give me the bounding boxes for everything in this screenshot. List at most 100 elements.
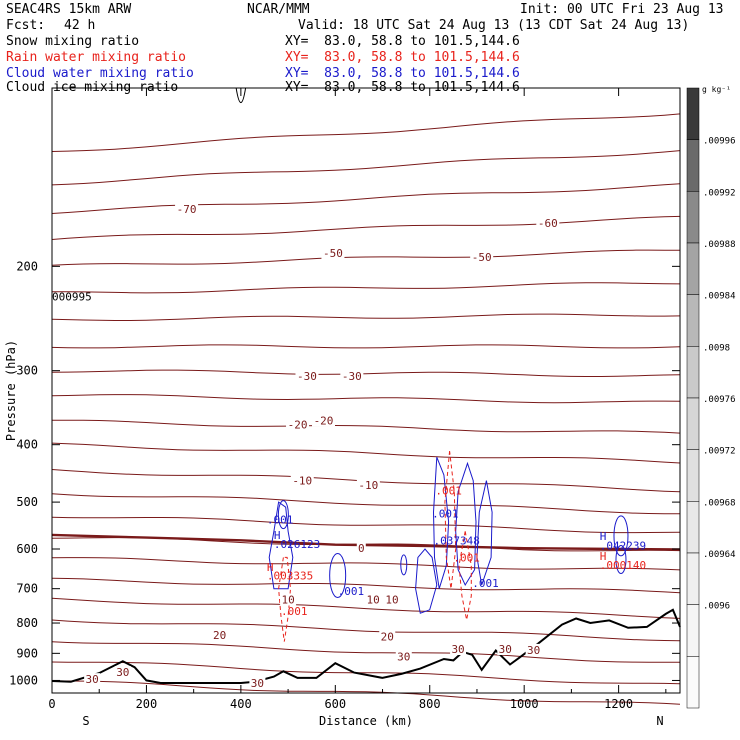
- isotherm-label-bg: [383, 593, 400, 606]
- isotherm-line: [51, 641, 680, 663]
- valid-time: Valid: 18 UTC Sat 24 Aug 13 (13 CDT Sat …: [298, 18, 690, 33]
- isotherm-line: [51, 344, 681, 349]
- isotherm-label: -20: [288, 419, 308, 432]
- colorbar-swatch: [686, 397, 700, 450]
- isotherm-label-bg: [286, 418, 310, 431]
- contour-labels: -70 -60 -50 -50 -30 -30 -20 -20 -10 -10 0 10 10 10 20 2…: [52, 202, 646, 690]
- isotherm-label: 30: [499, 643, 512, 656]
- field-label: H: [274, 529, 281, 542]
- colorbar-label: .00972: [703, 447, 736, 457]
- field-snow-xy: XY= 83.0, 58.8 to 101.5,144.6: [285, 34, 520, 49]
- colorbar-swatch: [686, 656, 700, 709]
- isotherm-line: [51, 113, 681, 152]
- field-label: 000995: [52, 291, 92, 304]
- isotherm-label-bg: [84, 673, 101, 686]
- terrain-line: [51, 608, 681, 684]
- isotherm-label: -50: [472, 251, 492, 264]
- y-tick-label: 700: [16, 582, 38, 596]
- endpoint-left: S: [82, 714, 89, 728]
- colorbar-label: .0096: [703, 602, 730, 612]
- isotherm-label: 30: [116, 666, 129, 679]
- field-label: .001: [338, 585, 365, 598]
- isotherm-label-bg: [356, 479, 380, 492]
- isotherm-line: [51, 442, 681, 464]
- y-tick-label: 500: [16, 495, 38, 509]
- isotherm-line: [51, 369, 681, 377]
- field-label: .003335: [267, 569, 313, 582]
- isotherm-label: 30: [527, 644, 540, 657]
- field-snow-name: Snow mixing ratio: [6, 34, 140, 49]
- field-label: H: [600, 550, 607, 563]
- colorbar-unit: g kg⁻¹: [702, 85, 731, 94]
- colorbar-swatch: [686, 346, 700, 399]
- cloud-water-contour: [476, 480, 493, 586]
- colorbar: .00996 .00992 .00988 .00984 .0098 .00976 .0097…: [686, 85, 736, 709]
- field-rain-name: Rain water mixing ratio: [6, 50, 187, 65]
- isotherm-label: -30: [342, 370, 362, 383]
- isotherm-line: [51, 619, 681, 642]
- isotherm-label: -30: [297, 370, 317, 383]
- x-tick-label: 1200: [604, 697, 633, 711]
- cloud-water-contour: [455, 461, 477, 587]
- field-cloud-water-name: Cloud water mixing ratio: [6, 66, 194, 81]
- cloud-water-contour: [615, 545, 627, 575]
- colorbar-swatch: [686, 87, 700, 140]
- isotherm-label-bg: [114, 666, 131, 679]
- forecast-hours: 42 h: [64, 18, 96, 33]
- isotherm-line: [51, 215, 681, 240]
- isotherm-line: [51, 597, 681, 619]
- rain-water-contour: [278, 556, 292, 642]
- isotherm-label: 10: [281, 593, 294, 606]
- isotherm-line: [51, 394, 681, 404]
- isotherm-label-bg: [211, 628, 228, 641]
- isotherm-label: 10: [366, 593, 379, 606]
- x-tick-label: 200: [136, 697, 158, 711]
- field-label: .001: [432, 508, 459, 521]
- cloud-water-contour: [329, 552, 347, 598]
- isotherm-line: [51, 516, 681, 534]
- isotherm-label-bg: [175, 202, 199, 215]
- colorbar-swatch: [686, 242, 700, 295]
- isotherm-label-bg: [280, 593, 297, 606]
- model-name: SEAC4RS 15km ARW: [6, 2, 132, 17]
- hydrometeor-contours: [235, 87, 629, 642]
- field-label: .000140: [600, 559, 646, 572]
- plot-frame: [51, 87, 681, 694]
- colorbar-label: .00984: [703, 292, 736, 302]
- field-label: H: [267, 561, 274, 574]
- snow-contour: [235, 87, 247, 104]
- isotherm-label-bg: [395, 650, 412, 663]
- isotherm-label: -10: [292, 475, 312, 488]
- isotherm-label: 30: [397, 651, 410, 664]
- organization: NCAR/MMM: [247, 2, 310, 17]
- field-label: .001: [281, 605, 308, 618]
- colorbar-swatch: [686, 449, 700, 502]
- colorbar-label: .00964: [703, 550, 736, 560]
- colorbar-label: .00992: [703, 188, 736, 198]
- field-label: .042239: [600, 540, 646, 553]
- isotherm-label-bg: [470, 251, 494, 264]
- isotherm-label: 20: [213, 629, 226, 642]
- isotherm-line: [51, 150, 681, 186]
- field-cloud-ice-name: Cloud ice mixing ratio: [6, 80, 179, 95]
- isotherm-label-bg: [450, 643, 467, 656]
- field-cloud-ice-xy: XY= 83.0, 58.8 to 101.5,144.6: [285, 80, 520, 95]
- isotherm-line: [51, 557, 681, 571]
- isotherm-label-bg: [525, 643, 542, 656]
- isotherm-line: [51, 577, 681, 594]
- plot-border: [51, 87, 681, 694]
- y-axis-label: Pressure (hPa): [4, 340, 18, 441]
- colorbar-label: .00996: [703, 137, 736, 147]
- field-label: .001: [453, 551, 480, 564]
- y-tick-label: 1000: [9, 673, 38, 687]
- isotherm-label-bg: [290, 474, 314, 487]
- cloud-water-contour: [268, 501, 294, 590]
- isotherm-label: 30: [251, 677, 264, 690]
- isotherm-line: [51, 661, 681, 685]
- colorbar-label: .00988: [703, 240, 736, 250]
- isotherm-label-bg: [365, 593, 382, 606]
- colorbar-swatch: [686, 294, 700, 347]
- isotherm-line: [51, 419, 681, 434]
- field-label: H: [600, 530, 607, 543]
